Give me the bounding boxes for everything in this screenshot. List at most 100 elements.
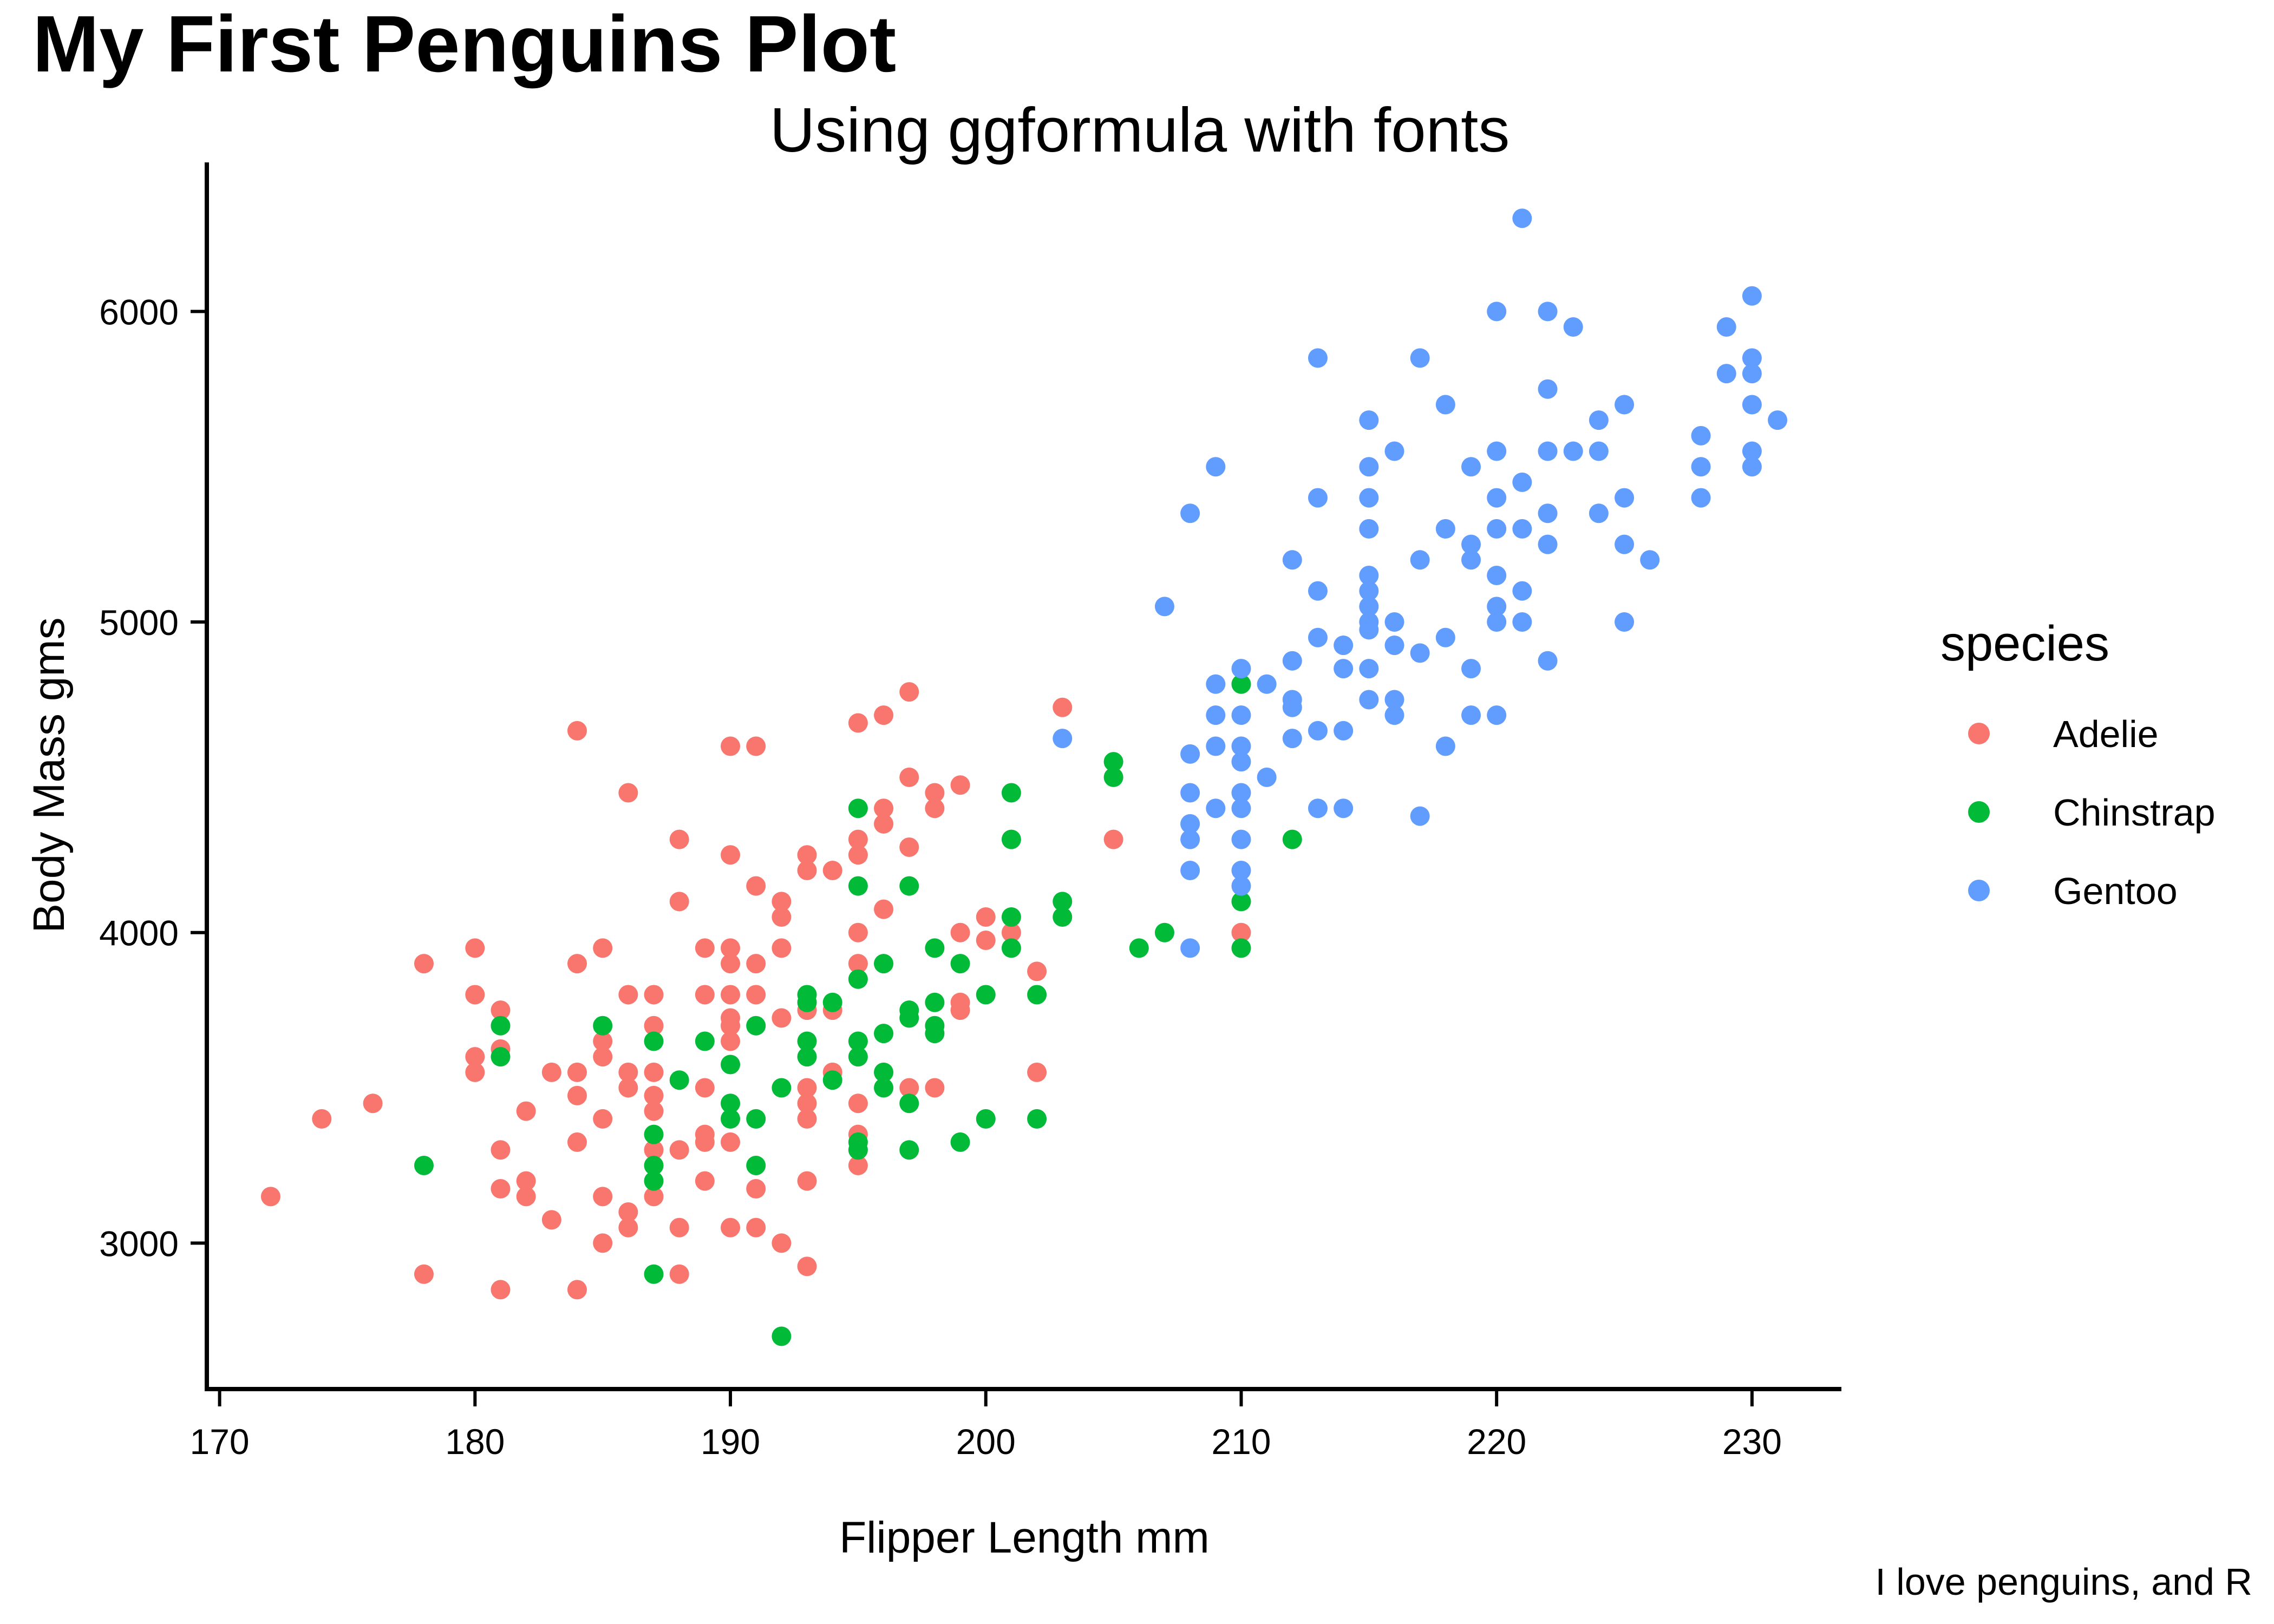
data-point-gentoo — [1435, 395, 1455, 415]
data-point-gentoo — [1589, 410, 1609, 430]
data-point-adelie — [797, 1109, 817, 1129]
data-point-adelie — [899, 767, 919, 787]
data-point-adelie — [644, 1085, 664, 1105]
x-tick-label: 180 — [445, 1422, 505, 1462]
data-point-adelie — [644, 1187, 664, 1207]
data-point-gentoo — [1282, 729, 1302, 749]
data-point-gentoo — [1282, 651, 1302, 671]
data-point-gentoo — [1691, 425, 1711, 446]
data-point-adelie — [567, 1062, 587, 1082]
data-point-chinstrap — [1027, 1109, 1047, 1129]
data-point-gentoo — [1231, 829, 1251, 849]
data-point-chinstrap — [721, 1093, 741, 1114]
data-point-adelie — [848, 922, 868, 942]
data-point-chinstrap — [1001, 783, 1021, 803]
data-point-adelie — [848, 845, 868, 865]
data-point-chinstrap — [1053, 892, 1073, 912]
data-point-adelie — [363, 1093, 383, 1114]
data-point-chinstrap — [721, 1109, 741, 1129]
data-point-gentoo — [1384, 636, 1404, 656]
data-point-adelie — [1053, 697, 1073, 717]
data-point-adelie — [746, 1178, 766, 1199]
chart-subtitle: Using ggformula with fonts — [770, 95, 1510, 165]
legend-title: species — [1940, 616, 2109, 671]
data-point-gentoo — [1615, 488, 1635, 508]
data-point-adelie — [874, 705, 894, 725]
data-point-adelie — [848, 713, 868, 733]
data-point-adelie — [797, 1093, 817, 1114]
data-point-gentoo — [1538, 302, 1558, 322]
data-point-adelie — [1103, 829, 1123, 849]
y-tick-label: 6000 — [99, 292, 179, 332]
data-point-adelie — [746, 736, 766, 756]
data-point-chinstrap — [848, 969, 868, 989]
data-point-gentoo — [1512, 472, 1532, 492]
data-point-adelie — [644, 1140, 664, 1160]
data-point-adelie — [721, 845, 741, 865]
data-point-adelie — [797, 1078, 817, 1098]
data-point-chinstrap — [848, 1140, 868, 1160]
data-point-adelie — [746, 954, 766, 974]
data-point-adelie — [593, 1031, 613, 1051]
x-ticks: 170 180 190 200 210 220 230 — [190, 1391, 1782, 1462]
data-point-chinstrap — [746, 1109, 766, 1129]
data-point-gentoo — [1180, 829, 1200, 849]
data-point-gentoo — [1742, 441, 1762, 461]
data-point-adelie — [516, 1171, 536, 1191]
data-point-adelie — [797, 1256, 817, 1276]
data-point-adelie — [874, 814, 894, 834]
data-point-adelie — [567, 1085, 587, 1105]
x-tick-label: 190 — [701, 1422, 760, 1462]
data-point-gentoo — [1359, 410, 1379, 430]
y-tick-label: 4000 — [99, 913, 179, 953]
data-point-chinstrap — [644, 1264, 664, 1284]
data-point-adelie — [593, 1047, 613, 1067]
data-point-gentoo — [1231, 798, 1251, 818]
data-point-gentoo — [1384, 441, 1404, 461]
data-point-adelie — [491, 1140, 511, 1160]
data-point-adelie — [669, 892, 689, 912]
data-point-adelie — [950, 1000, 970, 1020]
data-point-gentoo — [1334, 659, 1354, 679]
data-point-adelie — [797, 845, 817, 865]
data-point-gentoo — [1487, 705, 1507, 725]
x-tick-label: 210 — [1211, 1422, 1271, 1462]
data-point-adelie — [618, 783, 638, 803]
data-point-adelie — [491, 1280, 511, 1300]
data-point-adelie — [976, 907, 996, 927]
data-point-gentoo — [1410, 348, 1430, 368]
data-point-gentoo — [1053, 729, 1073, 749]
legend-label-adelie: Adelie — [2053, 713, 2159, 755]
data-point-gentoo — [1538, 534, 1558, 554]
data-point-adelie — [618, 1062, 638, 1082]
data-point-chinstrap — [772, 1078, 792, 1098]
data-point-chinstrap — [746, 1155, 766, 1175]
data-point-adelie — [1001, 922, 1021, 942]
data-point-gentoo — [1180, 938, 1200, 958]
data-point-chinstrap — [1231, 674, 1251, 694]
legend-items: Adelie Chinstrap Gentoo — [1968, 713, 2216, 912]
data-point-gentoo — [1512, 581, 1532, 601]
data-point-gentoo — [1359, 597, 1379, 617]
data-point-adelie — [976, 931, 996, 951]
data-point-gentoo — [1691, 488, 1711, 508]
data-point-adelie — [644, 985, 664, 1005]
data-point-chinstrap — [797, 992, 817, 1012]
data-point-gentoo — [1435, 519, 1455, 539]
data-point-chinstrap — [874, 1062, 894, 1082]
data-point-chinstrap — [772, 1326, 792, 1346]
data-point-gentoo — [1716, 317, 1736, 337]
data-point-adelie — [695, 985, 715, 1005]
data-point-gentoo — [1257, 674, 1277, 694]
data-point-chinstrap — [491, 1047, 511, 1067]
data-point-adelie — [695, 938, 715, 958]
data-point-gentoo — [1563, 317, 1583, 337]
data-point-adelie — [1231, 922, 1251, 942]
data-point-adelie — [593, 1109, 613, 1129]
data-point-chinstrap — [1231, 892, 1251, 912]
data-point-gentoo — [1359, 690, 1379, 710]
data-point-adelie — [618, 1217, 638, 1237]
data-point-adelie — [567, 1132, 587, 1152]
data-point-chinstrap — [1103, 752, 1123, 772]
